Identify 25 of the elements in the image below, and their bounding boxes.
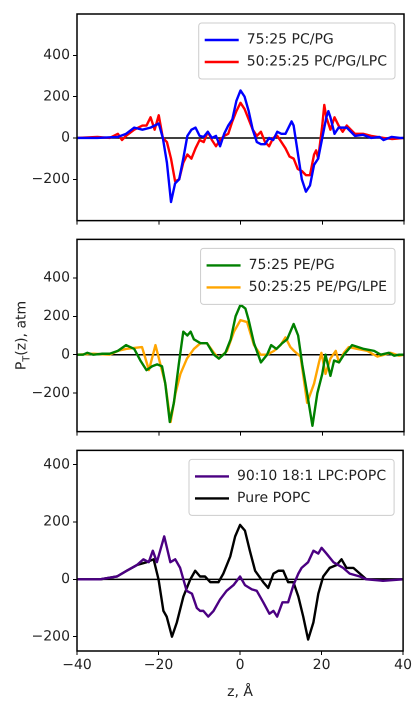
x-tick-label: −20 bbox=[144, 657, 174, 674]
y-tick-label: −200 bbox=[32, 628, 70, 644]
y-tick-label: −200 bbox=[32, 170, 70, 187]
legend-label: Pure POPC bbox=[236, 490, 310, 506]
x-tick-label: 20 bbox=[312, 657, 330, 674]
legend-label: 50:25:25 PC/PG/LPC bbox=[246, 54, 388, 70]
y-tick-label: 200 bbox=[43, 88, 70, 104]
y-tick-label: −200 bbox=[32, 384, 70, 401]
y-tick-label: 200 bbox=[43, 308, 70, 324]
x-axis-title: z, Å bbox=[227, 683, 254, 700]
y-tick-label: 400 bbox=[43, 269, 70, 286]
legend-label: 50:25:25 PE/PG/LPE bbox=[248, 279, 388, 296]
x-tick-label: 0 bbox=[236, 657, 245, 674]
legend-label: 75:25 PE/PG bbox=[248, 257, 335, 274]
y-tick-label: 400 bbox=[43, 456, 70, 472]
y-tick-label: 200 bbox=[43, 514, 70, 530]
y-axis-title: PT(z), atm bbox=[14, 300, 32, 370]
y-tick-label: 400 bbox=[43, 46, 70, 63]
x-tick-label: −40 bbox=[62, 657, 92, 674]
legend-label: 75:25 PC/PG bbox=[246, 32, 334, 48]
y-tick-label: 0 bbox=[61, 571, 70, 587]
legend-label: 90:10 18:1 LPC:POPC bbox=[236, 468, 386, 484]
y-tick-label: 0 bbox=[61, 346, 70, 362]
y-tick-label: 0 bbox=[61, 130, 70, 146]
x-tick-label: 40 bbox=[394, 657, 412, 674]
